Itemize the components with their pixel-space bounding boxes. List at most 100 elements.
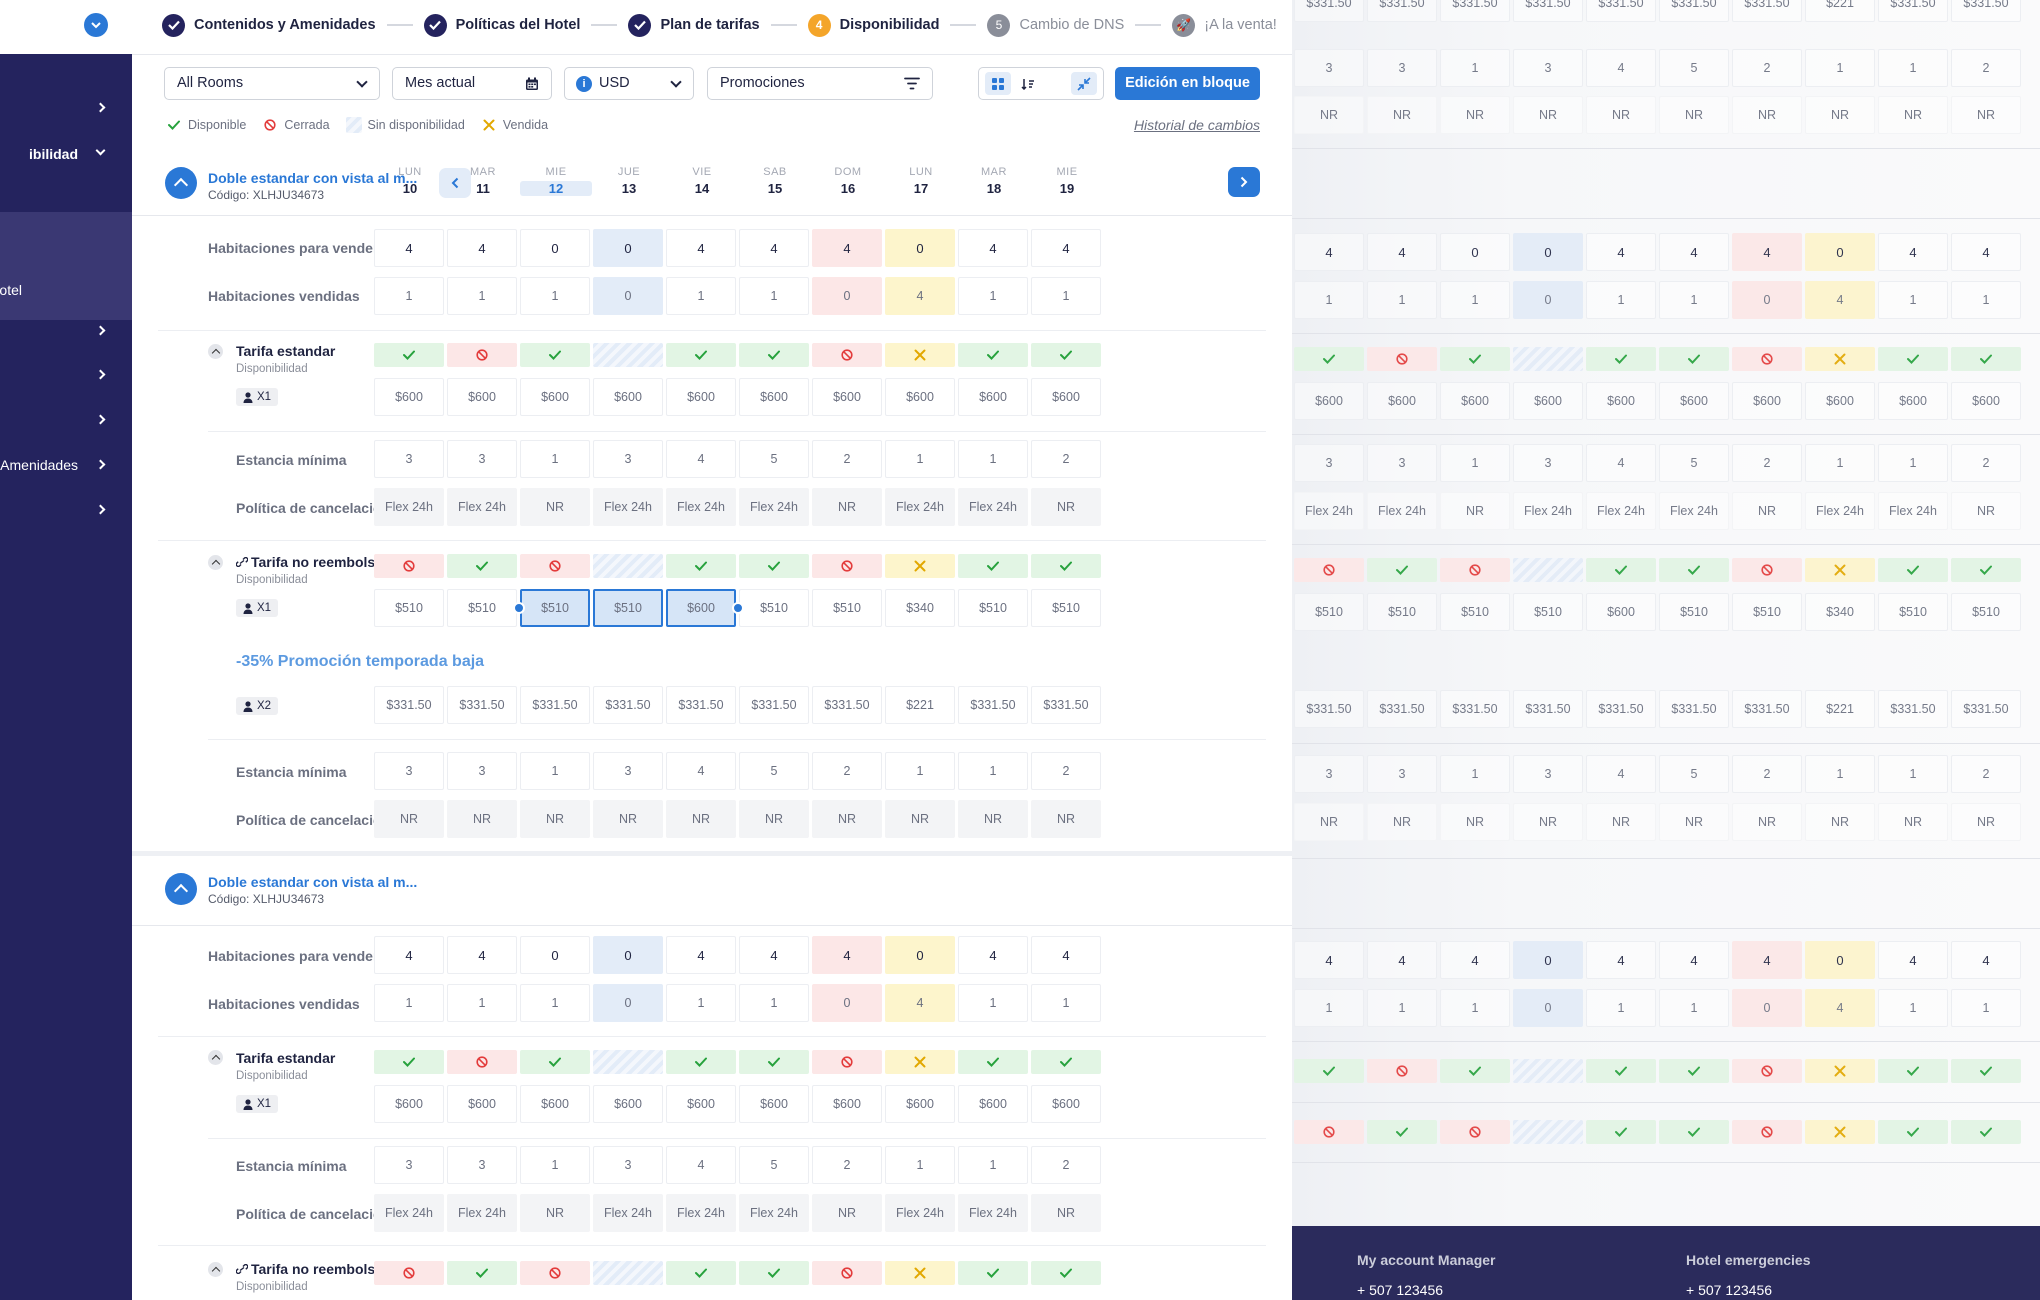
min-stay-cell[interactable]: 3 [593, 1146, 663, 1184]
rate-price-cell[interactable]: $510 [374, 589, 444, 627]
check-icon[interactable] [958, 1050, 1028, 1074]
cancel-policy-cell[interactable]: Flex 24h [666, 1194, 736, 1232]
cancel-policy-cell[interactable]: Flex 24h [666, 488, 736, 526]
previous-days-button[interactable] [439, 168, 471, 198]
min-stay-cell[interactable]: 2 [1031, 752, 1101, 790]
min-stay-cell[interactable]: 3 [447, 752, 517, 790]
rooms-to-sell-cell[interactable]: 4 [1031, 229, 1101, 267]
rate-price-cell[interactable]: $510 [812, 589, 882, 627]
collapse-rate-button[interactable] [208, 1262, 223, 1277]
min-stay-cell[interactable]: 1 [958, 1146, 1028, 1184]
closed-icon[interactable] [520, 554, 590, 578]
rooms-to-sell-cell[interactable]: 4 [447, 936, 517, 974]
sidebar-item[interactable] [0, 362, 132, 388]
closed-icon[interactable] [812, 554, 882, 578]
min-stay-cell[interactable]: 1 [958, 752, 1028, 790]
sidebar-item[interactable]: ibilidad [0, 141, 132, 167]
check-icon[interactable] [666, 343, 736, 367]
rooms-to-sell-cell[interactable]: 4 [739, 229, 809, 267]
rooms-to-sell-cell[interactable]: 4 [374, 936, 444, 974]
cancel-policy-cell[interactable]: Flex 24h [739, 488, 809, 526]
cancel-policy-cell[interactable]: Flex 24h [593, 488, 663, 526]
rate-price-cell[interactable]: $600 [812, 378, 882, 416]
rooms-to-sell-cell[interactable]: 0 [520, 936, 590, 974]
promo-price-cell[interactable]: $331.50 [520, 686, 590, 724]
sidebar-item[interactable] [0, 407, 132, 433]
rate-price-cell[interactable]: $600 [593, 378, 663, 416]
cancel-policy-cell[interactable]: Flex 24h [447, 488, 517, 526]
rate-price-cell[interactable]: $600 [958, 378, 1028, 416]
check-icon[interactable] [666, 554, 736, 578]
step-2[interactable]: Políticas del Hotel [423, 13, 580, 37]
cancel-policy-cell[interactable]: NR [885, 800, 955, 838]
rate-price-cell[interactable]: $600 [520, 378, 590, 416]
closed-icon[interactable] [374, 554, 444, 578]
check-icon[interactable] [1031, 1261, 1101, 1285]
min-stay-cell[interactable]: 2 [812, 1146, 882, 1184]
bulk-edit-button[interactable]: Edición en bloque [1115, 67, 1260, 100]
cancel-policy-cell[interactable]: NR [812, 800, 882, 838]
collapse-all-button[interactable] [1071, 72, 1097, 95]
rooms-to-sell-cell[interactable]: 4 [812, 229, 882, 267]
promo-price-cell[interactable]: $331.50 [812, 686, 882, 724]
cancel-policy-cell[interactable]: Flex 24h [447, 1194, 517, 1232]
sold-x-icon[interactable] [885, 554, 955, 578]
rate-price-cell[interactable]: $600 [666, 1085, 736, 1123]
cancel-policy-cell[interactable]: NR [374, 800, 444, 838]
check-icon[interactable] [958, 1261, 1028, 1285]
min-stay-cell[interactable]: 5 [739, 1146, 809, 1184]
rate-price-cell[interactable]: $510 [958, 589, 1028, 627]
closed-icon[interactable] [447, 343, 517, 367]
rate-price-cell[interactable]: $600 [1031, 1085, 1101, 1123]
rate-price-cell[interactable]: $600 [520, 1085, 590, 1123]
rate-price-cell[interactable]: $510 [520, 589, 590, 627]
rooms-select[interactable]: All Rooms [164, 67, 380, 100]
min-stay-cell[interactable]: 5 [739, 752, 809, 790]
min-stay-cell[interactable]: 1 [520, 440, 590, 478]
rate-price-cell[interactable]: $600 [374, 378, 444, 416]
check-icon[interactable] [1031, 1050, 1101, 1074]
step-3[interactable]: Plan de tarifas [628, 13, 760, 37]
promo-price-cell[interactable]: $331.50 [666, 686, 736, 724]
rate-price-cell[interactable]: $600 [447, 378, 517, 416]
rooms-to-sell-cell[interactable]: 4 [1031, 936, 1101, 974]
rate-price-cell[interactable]: $600 [739, 1085, 809, 1123]
rate-price-cell[interactable]: $600 [885, 1085, 955, 1123]
unavailable-pattern[interactable] [593, 1050, 663, 1074]
rooms-to-sell-cell[interactable]: 4 [958, 936, 1028, 974]
min-stay-cell[interactable]: 1 [520, 1146, 590, 1184]
sidebar-item[interactable] [0, 318, 132, 344]
promo-price-cell[interactable]: $221 [885, 686, 955, 724]
rate-price-cell[interactable]: $600 [885, 378, 955, 416]
collapse-room-button[interactable] [165, 873, 197, 905]
min-stay-cell[interactable]: 1 [885, 440, 955, 478]
promo-price-cell[interactable]: $331.50 [739, 686, 809, 724]
rate-price-cell[interactable]: $340 [885, 589, 955, 627]
selection-drag-handle-left[interactable] [513, 602, 525, 614]
rooms-to-sell-cell[interactable]: 0 [520, 229, 590, 267]
min-stay-cell[interactable]: 4 [666, 752, 736, 790]
rate-price-cell[interactable]: $510 [739, 589, 809, 627]
next-days-button[interactable] [1228, 167, 1260, 197]
period-select[interactable]: Mes actual [392, 67, 552, 100]
check-icon[interactable] [739, 1050, 809, 1074]
rate-price-cell[interactable]: $600 [1031, 378, 1101, 416]
check-icon[interactable] [739, 1261, 809, 1285]
check-icon[interactable] [520, 1050, 590, 1074]
min-stay-cell[interactable]: 3 [374, 752, 444, 790]
collapse-rate-button[interactable] [208, 1050, 223, 1065]
min-stay-cell[interactable]: 3 [593, 440, 663, 478]
cancel-policy-cell[interactable]: Flex 24h [374, 1194, 444, 1232]
min-stay-cell[interactable]: 3 [374, 1146, 444, 1184]
rooms-to-sell-cell[interactable]: 0 [885, 936, 955, 974]
min-stay-cell[interactable]: 3 [374, 440, 444, 478]
promo-price-cell[interactable]: $331.50 [958, 686, 1028, 724]
closed-icon[interactable] [812, 1261, 882, 1285]
collapse-menu-button[interactable] [84, 13, 108, 37]
collapse-rate-button[interactable] [208, 555, 223, 570]
closed-icon[interactable] [812, 343, 882, 367]
rate-price-cell[interactable]: $600 [958, 1085, 1028, 1123]
unavailable-pattern[interactable] [593, 343, 663, 367]
rooms-to-sell-cell[interactable]: 0 [593, 936, 663, 974]
min-stay-cell[interactable]: 2 [812, 752, 882, 790]
